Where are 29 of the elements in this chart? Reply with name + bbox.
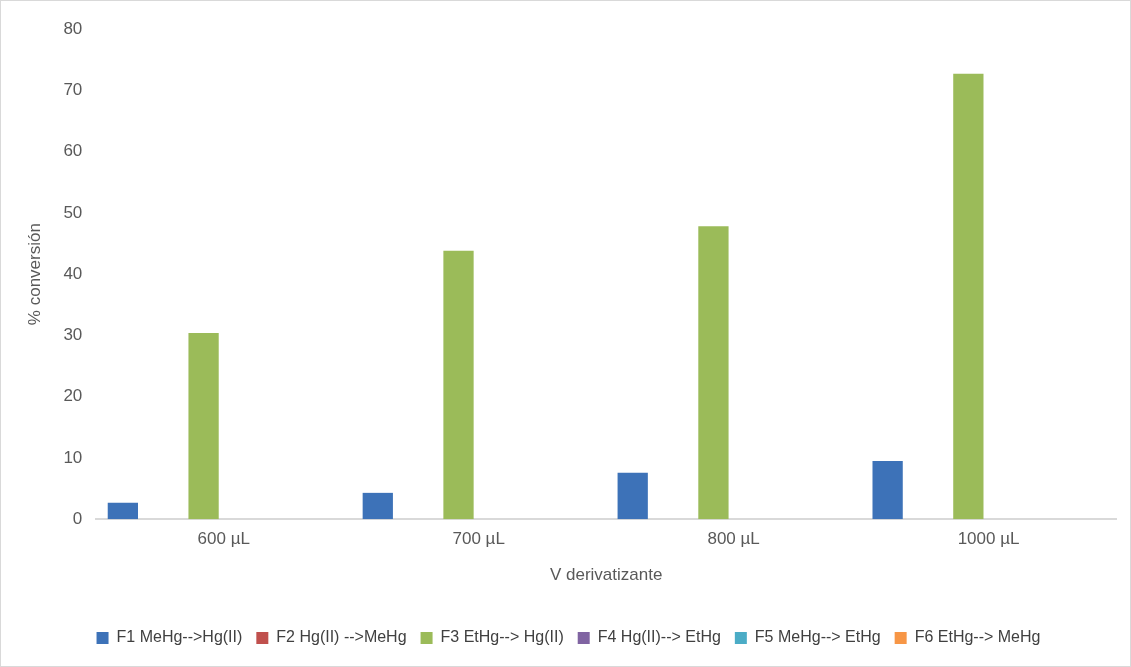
legend-label: F6 EtHg--> MeHg [914, 628, 1041, 646]
y-tick-label: 70 [63, 79, 83, 99]
legend-label: F5 MeHg--> EtHg [754, 628, 881, 646]
bar [872, 460, 903, 520]
bar [698, 226, 729, 520]
x-axis-title: V derivatizante [549, 565, 663, 585]
x-tick-label: 700 µL [452, 529, 505, 549]
y-tick-label: 60 [63, 141, 83, 161]
legend-label: F3 EtHg--> Hg(II) [440, 628, 564, 646]
bar [188, 332, 219, 520]
x-tick-label: 1000 µL [957, 529, 1020, 549]
legend-label: F2 Hg(II) -->MeHg [276, 628, 407, 646]
bar [443, 250, 474, 520]
legend-label: F4 Hg(II)--> EtHg [597, 628, 721, 646]
y-tick-label: 20 [63, 386, 83, 406]
y-tick-label: 50 [63, 202, 83, 222]
y-tick-label: 0 [72, 508, 83, 528]
bar [107, 502, 138, 520]
bar [617, 472, 648, 520]
y-tick-label: 30 [63, 325, 83, 345]
x-tick-label: 600 µL [197, 529, 250, 549]
bar [953, 73, 984, 520]
y-tick-label: 80 [63, 18, 83, 38]
legend-label: F1 MeHg-->Hg(II) [116, 628, 243, 646]
x-tick-label: 800 µL [707, 529, 760, 549]
y-tick-label: 40 [63, 263, 83, 283]
y-tick-label: 10 [63, 447, 83, 467]
bar [362, 492, 393, 520]
y-axis-title: % conversión [24, 223, 44, 326]
